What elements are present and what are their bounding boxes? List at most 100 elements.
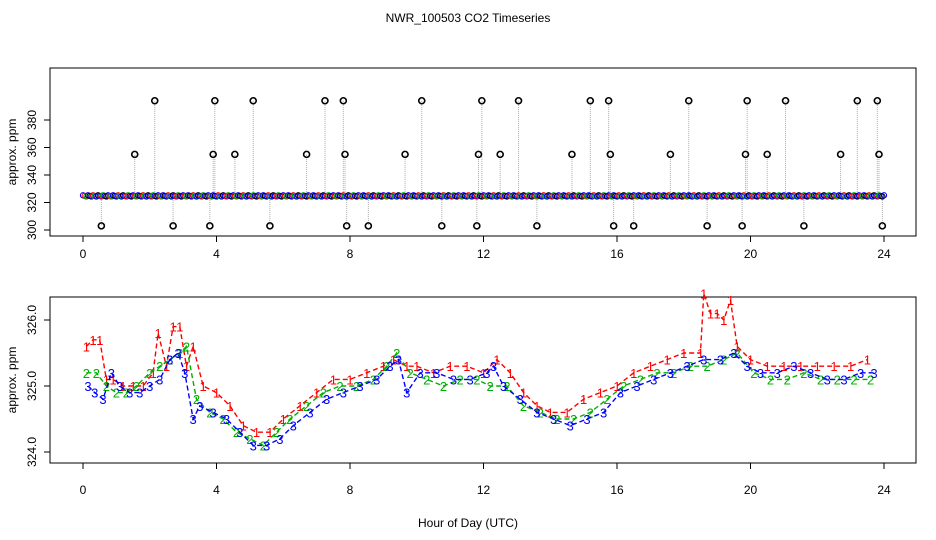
series-1-marker: 1 bbox=[747, 353, 754, 368]
series-1-marker: 1 bbox=[183, 359, 190, 374]
series-1-marker: 1 bbox=[149, 366, 156, 381]
series-1-marker: 1 bbox=[597, 386, 604, 401]
series-1-marker: 1 bbox=[727, 293, 734, 308]
series-3-marker: 3 bbox=[807, 366, 814, 381]
series-1-marker: 1 bbox=[563, 405, 570, 420]
outlier-point bbox=[743, 96, 751, 105]
series-2-marker: 2 bbox=[273, 425, 280, 440]
series-2-marker: 2 bbox=[133, 379, 140, 394]
series-1-marker: 1 bbox=[613, 379, 620, 394]
series-3-marker: 3 bbox=[857, 366, 864, 381]
series-2-marker: 2 bbox=[440, 379, 447, 394]
series-2-marker: 2 bbox=[520, 399, 527, 414]
series-2-marker: 2 bbox=[220, 412, 227, 427]
series-1-marker: 1 bbox=[797, 359, 804, 374]
bottom-y-tick-label: 326.0 bbox=[25, 305, 39, 335]
series-3-marker: 3 bbox=[306, 405, 313, 420]
series-1-marker: 1 bbox=[680, 346, 687, 361]
series-3-marker: 3 bbox=[181, 366, 188, 381]
series-3-marker: 3 bbox=[717, 353, 724, 368]
series-3-marker: 3 bbox=[617, 386, 624, 401]
outlier-point bbox=[853, 96, 862, 105]
series-3-marker: 3 bbox=[483, 366, 490, 381]
series-1-marker: 1 bbox=[363, 366, 370, 381]
series-1-marker: 1 bbox=[296, 399, 303, 414]
series-2-marker: 2 bbox=[800, 366, 807, 381]
series-1-marker: 1 bbox=[533, 399, 540, 414]
series-3-marker: 3 bbox=[416, 366, 423, 381]
series-1-marker: 1 bbox=[864, 353, 871, 368]
series-1-marker: 1 bbox=[700, 287, 707, 302]
outlier-point bbox=[496, 150, 504, 159]
bottom-y-tick-label: 325.0 bbox=[25, 371, 39, 401]
series-3-marker: 3 bbox=[156, 372, 163, 387]
top-plot-frame bbox=[49, 67, 917, 237]
outlier-point bbox=[781, 96, 790, 105]
outlier-point bbox=[836, 150, 845, 159]
outlier-point bbox=[763, 150, 771, 159]
series-3-marker: 3 bbox=[433, 366, 440, 381]
outlier-point bbox=[568, 150, 576, 159]
series-2-marker: 2 bbox=[670, 366, 677, 381]
outlier-point bbox=[875, 150, 883, 159]
series-3-marker: 3 bbox=[517, 392, 524, 407]
outlier-point bbox=[169, 222, 177, 230]
series-2-marker: 2 bbox=[423, 372, 430, 387]
outlier-point bbox=[474, 150, 483, 159]
series-3-marker: 3 bbox=[790, 359, 797, 374]
top-x-tick-label: 20 bbox=[744, 247, 758, 261]
series-3-marker: 3 bbox=[490, 359, 497, 374]
series-3-marker: 3 bbox=[583, 412, 590, 427]
series-1-marker: 1 bbox=[346, 372, 353, 387]
series-2-marker: 2 bbox=[193, 392, 200, 407]
series-3-marker: 3 bbox=[91, 386, 98, 401]
series-3-marker: 3 bbox=[840, 372, 847, 387]
series-1-marker: 1 bbox=[630, 366, 637, 381]
outlier-point bbox=[604, 96, 613, 105]
series-2-marker: 2 bbox=[850, 372, 857, 387]
outlier-point bbox=[206, 222, 214, 230]
series-2-marker: 2 bbox=[123, 386, 130, 401]
series-1-marker: 1 bbox=[226, 399, 233, 414]
bottom-x-tick-label: 0 bbox=[80, 483, 87, 497]
series-3-marker: 3 bbox=[373, 372, 380, 387]
series-3-marker: 3 bbox=[395, 353, 402, 368]
series-3-marker: 3 bbox=[356, 379, 363, 394]
series-1-marker: 1 bbox=[109, 372, 116, 387]
series-1-marker: 1 bbox=[547, 405, 554, 420]
series-1-marker: 1 bbox=[380, 359, 387, 374]
bottom-x-tick-label: 24 bbox=[877, 483, 891, 497]
outlier-point bbox=[478, 96, 486, 105]
series-3-marker: 3 bbox=[667, 366, 674, 381]
series-2-marker: 2 bbox=[570, 412, 577, 427]
outlier-point bbox=[209, 150, 217, 159]
outlier-point bbox=[211, 96, 219, 105]
series-3-marker: 3 bbox=[126, 386, 133, 401]
series-3-marker: 3 bbox=[600, 405, 607, 420]
bottom-ylabel: approx. ppm bbox=[5, 347, 19, 414]
series-1-marker: 1 bbox=[89, 333, 96, 348]
top-x-tick-label: 12 bbox=[477, 247, 491, 261]
outlier-point bbox=[514, 96, 523, 105]
outlier-point bbox=[606, 150, 615, 159]
bottom-x-tick-label: 8 bbox=[347, 483, 354, 497]
outlier-point bbox=[873, 96, 882, 105]
series-3-marker: 3 bbox=[403, 386, 410, 401]
series-1-marker: 1 bbox=[847, 359, 854, 374]
series-2-marker: 2 bbox=[303, 399, 310, 414]
top-panel: approx. ppm 0 4 8 12 16 20 24 300 320 340 360 380 bbox=[5, 67, 917, 261]
series-1-marker: 1 bbox=[200, 379, 207, 394]
series-1-marker: 1 bbox=[507, 366, 514, 381]
top-x-tick-label: 16 bbox=[610, 247, 624, 261]
outlier-point bbox=[666, 150, 675, 159]
series-2-marker: 2 bbox=[817, 372, 824, 387]
bottom-y-tick-label: 324.0 bbox=[25, 437, 39, 467]
top-ylabel: approx. ppm bbox=[5, 119, 19, 186]
series-1-marker: 1 bbox=[213, 386, 220, 401]
series-3-marker: 3 bbox=[263, 438, 270, 453]
series-3-marker: 3 bbox=[196, 399, 203, 414]
series-1-marker: 1 bbox=[390, 353, 397, 368]
series-3-marker: 3 bbox=[190, 412, 197, 427]
bottom-x-tick-label: 12 bbox=[477, 483, 491, 497]
